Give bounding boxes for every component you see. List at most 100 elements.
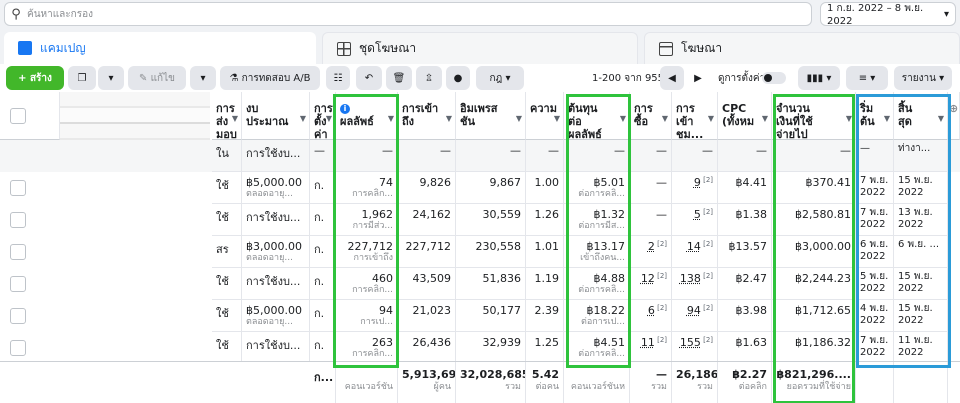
sort-caret-icon[interactable]: ▼ [707,114,714,123]
sort-caret-icon[interactable]: ▼ [387,114,394,123]
column-header-impressions[interactable]: อิมเพรส ชัน ▼ [456,92,526,140]
cell-subtext: การคลิก... [352,349,393,359]
table-row[interactable] [0,204,960,236]
row-checkbox[interactable] [10,212,26,228]
reports-button[interactable]: รายงาน ▾ [894,66,952,90]
export-button[interactable]: ⇫ [416,66,442,90]
cell-value: 7 พ.ย. 2022 [860,175,889,198]
cell-value: 13 พ.ย. 2022 [898,207,933,230]
cell-value: 1.25 [534,336,560,349]
edit-button[interactable]: ✎ แก้ไข [128,66,186,90]
sort-caret-icon[interactable]: ▼ [661,114,668,123]
total-cell-results: คอนเวอร์ชัน [336,362,398,403]
cell-value: — [840,144,851,157]
column-header-results[interactable]: i ผลลัพธ์ ▼ [336,92,398,140]
table-row[interactable] [0,236,960,268]
sort-caret-icon[interactable]: ▼ [445,114,452,123]
breakdown-button[interactable]: ≡ ▾ [846,66,888,90]
cell-ends: ท่างา... [894,140,948,172]
cell-starts: 7 พ.ย. 2022 [856,204,894,236]
sort-caret-icon[interactable]: ▼ [937,114,944,123]
cell-value: 155 [679,336,701,349]
cell-ends: 15 พ.ย. 2022 [894,300,948,332]
column-header-attribution[interactable]: การ ตั้ง ค่า ▼ [310,92,336,140]
date-range-picker[interactable]: 1 ก.ย. 2022 – 8 พ.ย. 2022 ▾ [820,2,956,27]
cell-cost-per-result: ฿13.17 เข้าถึงคน... [564,236,630,268]
column-header-delivery[interactable]: การ ส่ง มอบ ▼ [212,92,242,140]
sort-caret-icon[interactable]: ▼ [553,114,560,123]
flask-icon: ⚗ [229,72,242,84]
cell-value: ฿2.47 [735,272,768,285]
cell-cost-per-result: ฿18.22 ต่อการเป... [564,300,630,332]
table-row[interactable] [0,268,960,300]
column-header-reach[interactable]: การเข้า ถึง ▼ [398,92,456,140]
columns-button[interactable]: ▮▮▮ ▾ [798,66,840,90]
cell-reach: 227,712 [398,236,456,268]
tab-campaigns[interactable]: แคมเปญ [4,32,316,64]
sort-caret-icon[interactable]: ▼ [761,114,768,123]
tag-button[interactable]: ● [446,66,470,90]
rules-button[interactable]: กฎ ▾ [476,66,524,90]
sort-caret-icon[interactable]: ▼ [619,114,626,123]
total-cell-cost-per-result: คอนเวอร์ชันห [564,362,630,403]
table-row[interactable] [0,172,960,204]
row-checkbox[interactable] [10,244,26,260]
cell-views: 155 [2] [672,332,718,364]
row-checkbox[interactable] [10,276,26,292]
total-cell-cpc: ฿2.27 ต่อคลิก [718,362,772,403]
cell-ends: 15 พ.ย. 2022 [894,172,948,204]
add-column-button[interactable]: ⊕ [948,92,960,140]
select-all-checkbox[interactable] [10,108,26,124]
sort-caret-icon[interactable]: ▼ [883,114,890,123]
column-header-frequency[interactable]: ความ ▼ [526,92,564,140]
row-checkbox[interactable] [10,308,26,324]
cell-value: ฿13.17 [586,240,626,253]
cell-value: ฿4.41 [735,176,768,189]
cell-cpc: ฿13.57 [718,236,772,268]
cell-value: 460 [372,272,393,285]
next-page-button[interactable]: ▶ [686,66,710,90]
cell-starts: 4 พ.ย. 2022 [856,300,894,332]
column-header-ends[interactable]: สิ้น สุด ▼ [894,92,948,140]
sort-caret-icon[interactable]: ▼ [231,114,238,123]
edit-label: แก้ไข [150,72,175,84]
total-value: 5.42 [531,368,559,381]
clipboard-button[interactable]: ☷ [326,66,350,90]
cell-views: 14 [2] [672,236,718,268]
row-checkbox[interactable] [10,340,26,356]
sort-caret-icon[interactable]: ▼ [325,114,332,123]
create-button[interactable]: + สร้าง [6,66,64,90]
cell-value: ฿5,000.00 [246,176,302,189]
delete-button[interactable]: 🗑 [386,66,412,90]
column-header-budget[interactable]: งบ ประมาณ ▼ [242,92,310,140]
table-row[interactable] [0,332,960,364]
column-header-purchases[interactable]: การ ซื้อ ▼ [630,92,672,140]
cell-value: ฿3,000.00 [246,240,302,253]
sort-caret-icon[interactable]: ▼ [515,114,522,123]
settings-toggle[interactable] [762,72,786,84]
ab-test-button[interactable]: ⚗ การทดสอบ A/B [220,66,320,90]
undo-button[interactable]: ↶ [356,66,382,90]
row-checkbox[interactable] [10,180,26,196]
column-header-cpc[interactable]: CPC (ทั้งหม ▼ [718,92,772,140]
sort-caret-icon[interactable]: ▼ [845,114,852,123]
search-input[interactable]: ⚲ ค้นหาและกรอง [4,2,812,26]
prev-page-button[interactable]: ◀ [660,66,684,90]
trash-icon: 🗑 [392,72,406,84]
duplicate-dropdown-button[interactable]: ▾ [98,66,124,90]
table-row[interactable] [0,300,960,332]
cell-subtext: การเข้าถึง [353,253,393,263]
edit-dropdown-button[interactable]: ▾ [190,66,216,90]
column-header-amount-spent[interactable]: จำนวน เงินที่ใช้ จ่ายไป ▼ [772,92,856,140]
column-header-starts[interactable]: ริ่ม ต้น ▼ [856,92,894,140]
sort-caret-icon[interactable]: ▼ [299,114,306,123]
column-header-label: ความ [530,102,557,115]
column-header-views[interactable]: การ เข้า ชม... ▼ [672,92,718,140]
tab-ad-sets[interactable]: ชุดโฆษณา [322,32,638,64]
duplicate-button[interactable]: ❐ [68,66,96,90]
cell-starts: 6 พ.ย. 2022 [856,236,894,268]
column-header-cost-per-result[interactable]: ต้นทุน ต่อ ผลลัพธ์ ▼ [564,92,630,140]
column-header-label: ต้นทุน ต่อ ผลลัพธ์ [568,102,602,140]
cell-impressions: 230,558 [456,236,526,268]
tab-ads[interactable]: โฆษณา [644,32,960,64]
